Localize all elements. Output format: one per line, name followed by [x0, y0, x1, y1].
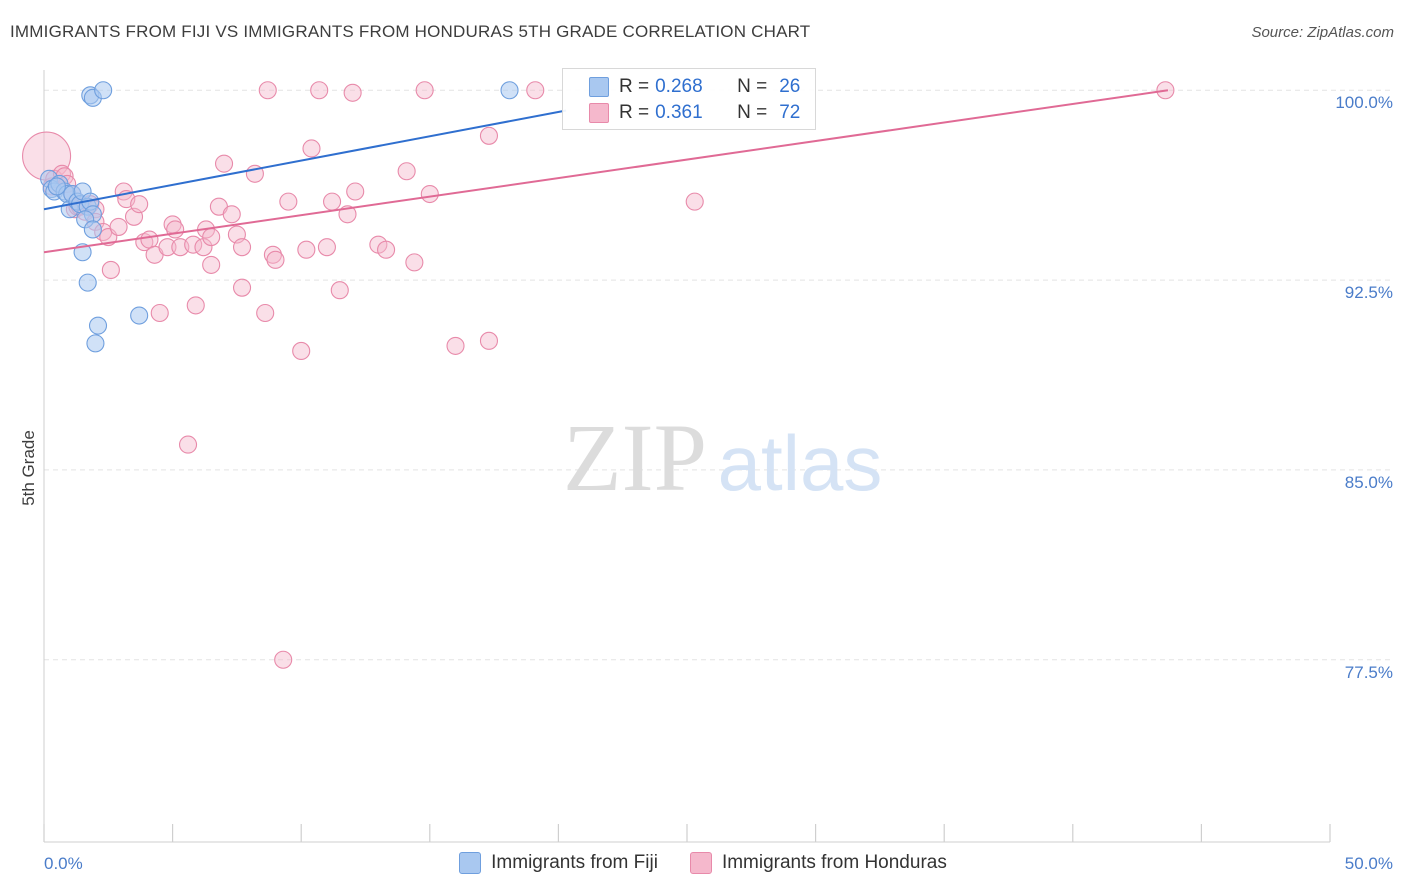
series-legend: Immigrants from Fiji Immigrants from Hon…	[0, 852, 1406, 874]
legend-row-fiji: R = 0.268 N = 26	[589, 74, 800, 100]
honduras-point	[292, 341, 311, 361]
honduras-point	[266, 250, 285, 269]
x-tick-label: 50.0%	[1345, 854, 1393, 873]
fiji-point	[47, 177, 66, 196]
honduras-point	[279, 192, 298, 211]
fiji-point	[86, 334, 105, 353]
honduras-point	[297, 240, 316, 259]
honduras-point	[109, 217, 128, 236]
stats-legend: R = 0.268 N = 26 R = 0.361 N = 72	[562, 68, 816, 130]
fiji-swatch	[589, 77, 609, 97]
y-tick-label: 92.5%	[1345, 283, 1393, 302]
honduras-point	[150, 303, 169, 323]
fiji-point	[78, 273, 97, 292]
honduras-point	[685, 192, 704, 211]
honduras-point	[258, 81, 277, 100]
honduras-legend-swatch	[689, 852, 712, 874]
honduras-point	[317, 238, 336, 257]
honduras-point	[232, 238, 252, 257]
legend-n-value: 72	[779, 102, 801, 123]
source-label: Source: ZipAtlas.com	[1251, 24, 1394, 41]
watermark-zip: ZIP	[563, 404, 707, 511]
legend-r-label: R =	[619, 102, 650, 123]
legend-n-label: N =	[737, 102, 768, 123]
honduras-point	[526, 81, 545, 100]
honduras-point	[202, 228, 221, 247]
honduras-point	[346, 182, 365, 201]
fiji-point	[83, 220, 102, 239]
points-layer	[22, 81, 1175, 669]
grid-layer	[44, 89, 1390, 661]
legend-n-label: N =	[737, 76, 768, 97]
honduras-trend-line	[43, 89, 1169, 254]
honduras-point	[232, 278, 252, 297]
honduras-point	[446, 336, 465, 355]
honduras-point	[343, 83, 362, 102]
legend-r-label: R =	[619, 76, 650, 97]
axes-layer	[43, 70, 1331, 843]
chart-title: IMMIGRANTS FROM FIJI VS IMMIGRANTS FROM …	[10, 22, 811, 41]
fiji-legend-swatch	[459, 852, 482, 874]
trend-layer	[43, 89, 1169, 254]
watermark-atlas: atlas	[718, 419, 883, 507]
y-tick-label: 100.0%	[1335, 93, 1393, 112]
y-tick-label: 85.0%	[1345, 473, 1393, 492]
honduras-point	[405, 253, 424, 272]
y-tick-label: 77.5%	[1345, 663, 1393, 682]
fiji-point	[94, 81, 113, 100]
honduras-point	[158, 238, 177, 257]
honduras-point	[186, 296, 205, 315]
honduras-point	[263, 245, 282, 264]
honduras-point	[302, 139, 321, 158]
fiji-point	[88, 316, 108, 335]
fiji-point	[500, 81, 519, 100]
honduras-point	[330, 281, 349, 300]
honduras-point	[130, 195, 149, 214]
honduras-point	[415, 81, 434, 100]
honduras-point	[479, 331, 499, 350]
honduras-swatch	[589, 103, 609, 123]
honduras-point	[377, 240, 396, 259]
honduras-point	[214, 154, 234, 173]
legend-r-value: 0.268	[655, 76, 703, 97]
honduras-point	[140, 230, 159, 249]
honduras-point	[310, 81, 329, 100]
fiji-legend-label: Immigrants from Fiji	[491, 852, 658, 873]
honduras-point	[222, 205, 241, 224]
honduras-point	[202, 255, 221, 274]
honduras-point	[194, 238, 213, 257]
fiji-point	[130, 306, 149, 325]
honduras-point	[274, 650, 293, 669]
honduras-point	[420, 184, 439, 204]
honduras-point	[184, 235, 203, 254]
honduras-legend-label: Immigrants from Honduras	[721, 852, 947, 873]
honduras-point	[323, 192, 342, 211]
honduras-point	[178, 435, 198, 454]
x-tick-label: 0.0%	[44, 854, 83, 873]
honduras-point	[397, 162, 416, 181]
legend-item-honduras[interactable]: Immigrants from Honduras	[689, 852, 947, 874]
watermark: ZIP atlas	[563, 404, 882, 511]
ticks-layer: 100.0% 92.5% 85.0% 77.5% 0.0% 50.0%	[44, 93, 1393, 873]
honduras-point	[166, 220, 185, 239]
legend-item-fiji[interactable]: Immigrants from Fiji	[459, 852, 658, 874]
fiji-trend-line	[43, 109, 567, 211]
legend-n-value: 26	[779, 76, 801, 97]
legend-row-honduras: R = 0.361 N = 72	[589, 100, 800, 126]
honduras-point	[256, 303, 275, 323]
y-axis-label: 5th Grade	[19, 430, 38, 506]
honduras-point	[479, 126, 499, 145]
honduras-point	[101, 260, 120, 280]
legend-r-value: 0.361	[655, 102, 703, 123]
